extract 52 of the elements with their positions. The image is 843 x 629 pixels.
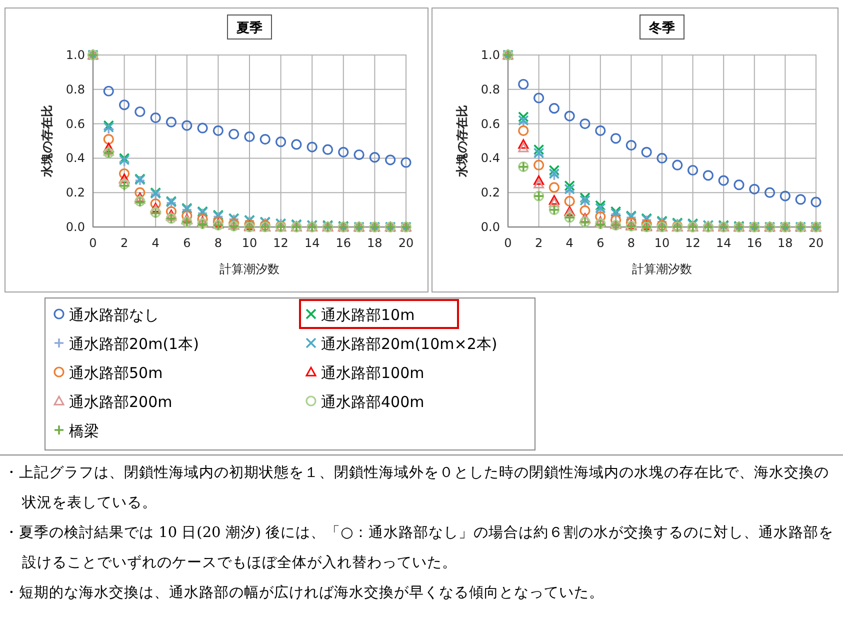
x-tick-label: 18 [367, 236, 382, 250]
text: ・夏季の検討結果では 10 日(20 潮汐) 後には、「○：通水路部なし」の場合は約６割の水が交換するのに対し、通水路部を設けることでいずれのケースでもほぼ全体が入れ替わっていた。 [4, 524, 834, 573]
y-tick-label: 0.2 [480, 186, 500, 200]
x-tick-label: 6 [596, 236, 604, 250]
y-tick-label: 0.6 [480, 116, 500, 131]
legend-label: 橋梁 [69, 422, 99, 440]
x-tick-label: 10 [654, 236, 670, 250]
x-tick-label: 4 [566, 236, 574, 250]
x-tick-label: 16 [746, 236, 762, 250]
x-tick-label: 12 [685, 236, 700, 250]
y-tick-label: 1.0 [66, 48, 85, 62]
y-tick-label: 0.2 [66, 186, 85, 200]
y-axis-title: 水塊の存在比 [40, 105, 54, 178]
legend-label: 通水路部20m(1本) [69, 335, 199, 353]
y-tick-label: 0.0 [480, 220, 500, 234]
x-axis-title: 計算潮汐数 [632, 262, 692, 276]
y-tick-label: 0.4 [480, 151, 500, 166]
x-tick-label: 4 [152, 236, 160, 250]
y-axis-title: 水塊の存在比 [455, 105, 469, 178]
x-tick-label: 8 [627, 236, 636, 250]
x-tick-label: 2 [120, 236, 128, 250]
text: ・短期的な海水交換は、通水路部の幅が広ければ海水交換が早くなる傾向となっていた。 [4, 584, 605, 603]
text: ・上記グラフは、閉鎖性海域内の初期状態を１、閉鎖性海域外を０とした時の閉鎖性海域内の水塊の存在比で、海水交換の状況を表している。 [4, 464, 830, 513]
x-tick-label: 2 [534, 236, 543, 250]
legend-label: 通水路部なし [69, 306, 159, 324]
x-tick-label: 18 [778, 236, 793, 250]
legend-label: 通水路部100m [321, 364, 424, 382]
x-tick-label: 20 [808, 236, 824, 250]
legend-label: 通水路部400m [321, 393, 424, 411]
x-tick-label: 8 [214, 236, 222, 250]
y-tick-label: 1.0 [480, 48, 500, 62]
legend-label: 通水路部50m [69, 364, 163, 382]
x-tick-label: 10 [242, 236, 258, 250]
y-tick-label: 0.8 [66, 82, 85, 96]
x-tick-label: 16 [336, 236, 352, 250]
legend-label: 通水路部20m(10m×2本) [321, 335, 498, 353]
x-tick-label: 0 [89, 236, 97, 250]
x-axis-title: 計算潮汐数 [220, 262, 280, 276]
x-tick-label: 12 [273, 236, 288, 250]
x-tick-label: 14 [716, 236, 732, 250]
y-tick-label: 0.6 [66, 116, 85, 131]
x-tick-label: 0 [504, 236, 512, 250]
chart-title: 夏季 [236, 20, 262, 36]
x-tick-label: 6 [183, 236, 191, 250]
x-tick-label: 14 [304, 236, 320, 250]
chart-title: 冬季 [648, 20, 675, 36]
y-tick-label: 0.8 [480, 82, 500, 96]
y-tick-label: 0.0 [66, 220, 85, 234]
legend-label: 通水路部200m [69, 393, 172, 411]
legend-label: 通水路部10m [321, 306, 415, 324]
x-tick-label: 20 [398, 236, 414, 250]
y-tick-label: 0.4 [66, 151, 85, 166]
